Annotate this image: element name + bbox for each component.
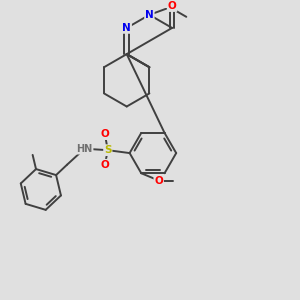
Text: O: O [100,160,109,170]
Text: S: S [104,145,112,155]
Text: N: N [122,23,131,33]
Text: O: O [168,1,176,11]
Text: O: O [154,176,163,185]
Text: HN: HN [76,144,93,154]
Text: N: N [145,10,154,20]
Text: O: O [100,129,109,139]
